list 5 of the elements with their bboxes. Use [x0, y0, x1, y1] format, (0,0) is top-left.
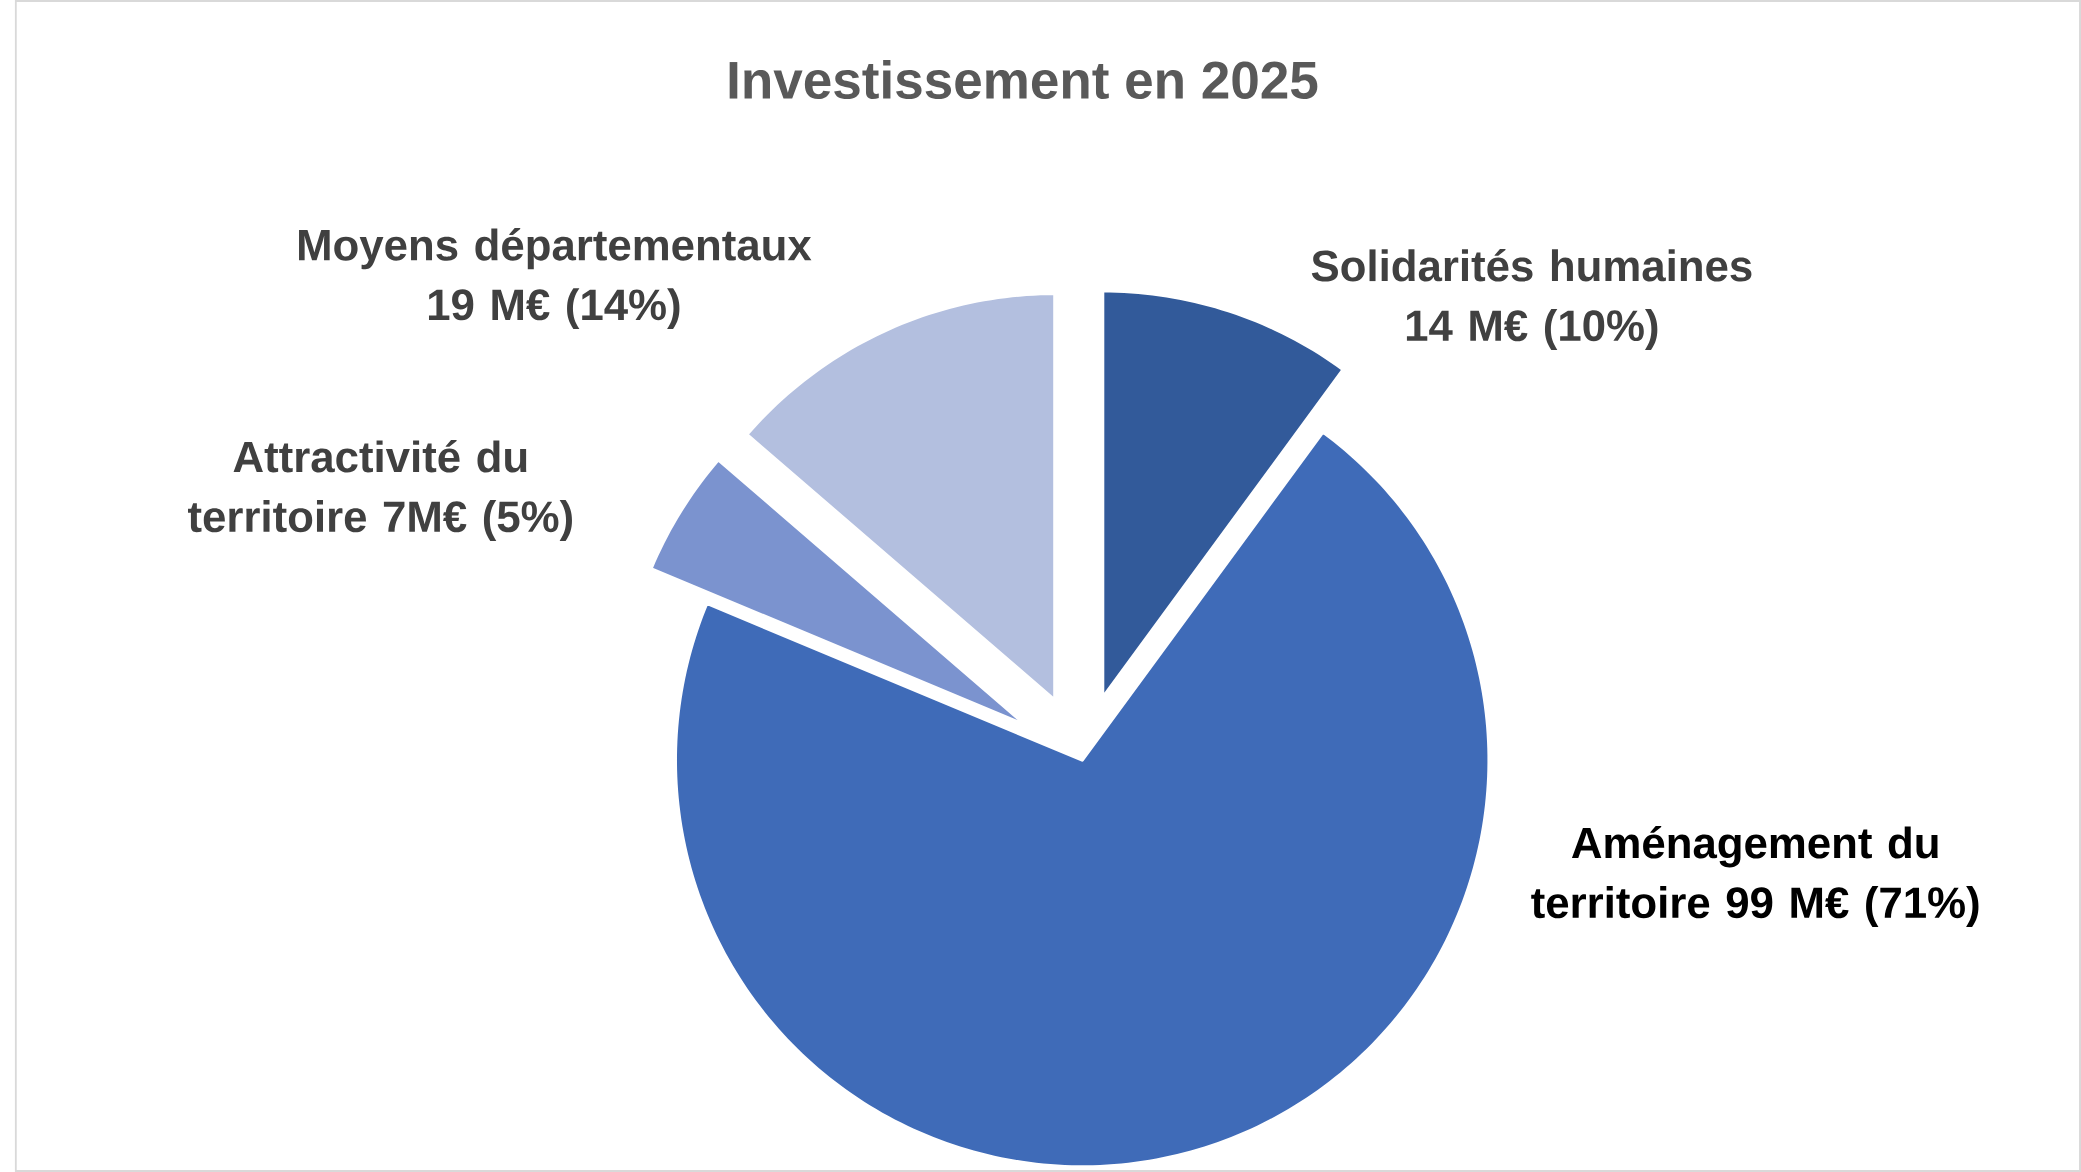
- slice-label: Solidarités humaines 14 M€ (10%): [1311, 249, 1752, 350]
- slice-label: Aménagement du territoire 99 M€ (71%): [1531, 826, 1979, 927]
- slice-label: Attractivité du territoire 7M€ (5%): [188, 440, 572, 541]
- chart-title: Investissement en 2025: [729, 60, 1318, 100]
- slice-label: Moyens départementaux 19 M€ (14%): [299, 228, 812, 330]
